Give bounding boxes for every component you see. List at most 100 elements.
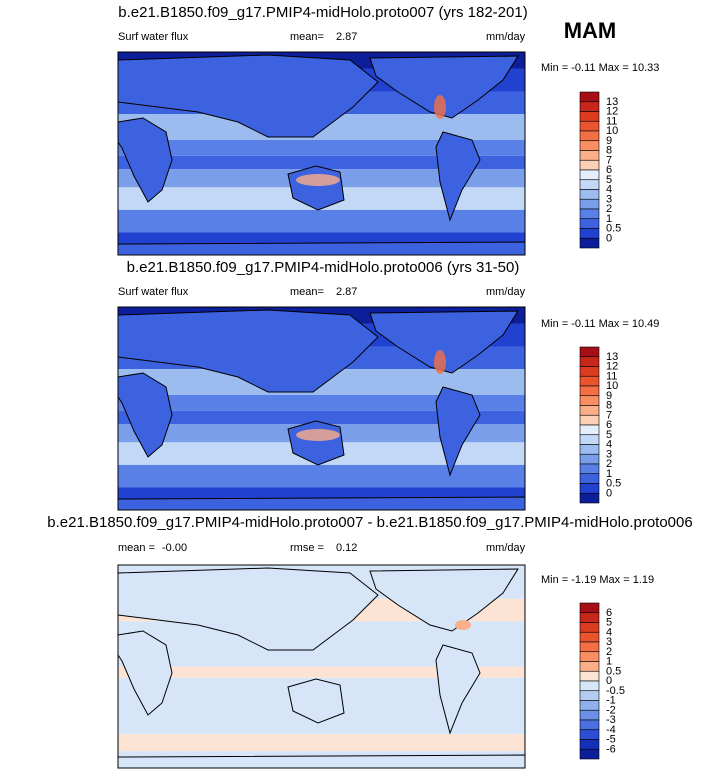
ocean-band	[118, 139, 525, 156]
map	[117, 564, 526, 769]
colorbar-label: 0	[606, 675, 612, 687]
colorbar-label: 0.5	[606, 223, 621, 235]
colorbar-label: 8	[606, 145, 612, 157]
units: mm/day	[486, 31, 526, 43]
ocean-band	[118, 209, 525, 233]
colorbar-label: 6	[606, 164, 612, 176]
colorbar-label: 12	[606, 361, 618, 373]
colorbar-box	[579, 463, 600, 475]
colorbar-label: 0	[606, 487, 612, 499]
colorbar-box	[579, 700, 600, 711]
colorbar-label: -2	[606, 704, 616, 716]
ocean-band	[118, 734, 525, 752]
stat-value: 2.87	[336, 286, 357, 298]
wet-spot	[434, 95, 446, 119]
colorbar-label: 2	[606, 458, 612, 470]
continent	[435, 644, 481, 735]
map	[117, 306, 526, 511]
colorbar-box	[579, 453, 600, 465]
wet-spot	[434, 350, 446, 374]
colorbar-box	[579, 218, 600, 229]
colorbar-box	[579, 395, 600, 406]
continent	[117, 630, 173, 716]
colorbar-box	[579, 424, 600, 436]
continent	[117, 754, 526, 769]
colorbar-label: 5	[606, 429, 612, 441]
colorbar-label: 9	[606, 390, 612, 402]
colorbar-box	[579, 622, 600, 633]
colorbar-box	[579, 208, 600, 220]
colorbar-box	[579, 189, 600, 200]
colorbar-label: 7	[606, 154, 612, 166]
continent	[117, 372, 173, 458]
colorbar-box	[579, 434, 600, 445]
colorbar-label: 4	[606, 439, 612, 451]
colorbar-label: 4	[606, 626, 612, 638]
colorbar-label: 0	[606, 232, 612, 244]
colorbar-box	[579, 346, 600, 358]
wet-spot	[296, 429, 340, 441]
continent	[117, 309, 379, 393]
colorbar-box	[579, 670, 600, 682]
units: mm/day	[486, 542, 526, 554]
colorbar-box	[579, 356, 600, 367]
continent	[369, 310, 519, 374]
continent	[369, 568, 519, 632]
colorbar-label: 10	[606, 380, 618, 392]
colorbar-label: -4	[606, 724, 616, 736]
colorbar-box	[579, 483, 600, 494]
colorbar-box	[579, 612, 600, 623]
ocean-band	[118, 464, 525, 488]
colorbar-box	[579, 150, 600, 161]
map-frame	[117, 306, 526, 511]
map-frame	[117, 51, 526, 256]
continent	[117, 567, 379, 651]
colorbar-box	[579, 237, 600, 249]
colorbar-box	[579, 473, 600, 484]
colorbar-box	[579, 729, 600, 740]
continent	[117, 496, 526, 511]
colorbar-box	[579, 130, 600, 142]
colorbar-box	[579, 405, 600, 416]
colorbar-label: 11	[606, 370, 617, 382]
colorbar-label: 8	[606, 400, 612, 412]
colorbar-box	[579, 366, 600, 377]
continent	[117, 117, 173, 203]
colorbar-box	[579, 111, 600, 122]
units: mm/day	[486, 286, 526, 298]
colorbar-box	[579, 492, 600, 504]
continent	[117, 241, 526, 256]
colorbar-box	[579, 120, 600, 132]
colorbar-box	[579, 91, 600, 103]
colorbar-box	[579, 602, 600, 614]
colorbar-box	[579, 385, 600, 397]
min-max: Min = -0.11 Max = 10.49	[541, 318, 659, 330]
colorbar-label: 13	[606, 96, 618, 108]
panel-title: b.e21.B1850.f09_g17.PMIP4-midHolo.proto0…	[127, 259, 520, 276]
stat-label: rmse =	[290, 542, 324, 554]
stat-value: 0.12	[336, 542, 357, 554]
colorbar-box	[579, 680, 600, 692]
colorbar-label: 13	[606, 351, 618, 363]
ocean-band	[118, 666, 525, 678]
continent	[435, 386, 481, 477]
colorbar-box	[579, 661, 600, 672]
continent	[435, 131, 481, 222]
colorbar-box	[579, 375, 600, 387]
colorbar-label: 3	[606, 636, 612, 648]
colorbar-box	[579, 101, 600, 112]
colorbar-label: -6	[606, 743, 616, 755]
colorbar-label: 6	[606, 607, 612, 619]
ocean-band	[118, 410, 525, 425]
colorbar-label: 1	[606, 656, 612, 668]
continent	[369, 55, 519, 119]
stat-label: mean=	[290, 286, 324, 298]
colorbar-label: 3	[606, 448, 612, 460]
colorbar-label: 1	[606, 468, 612, 480]
colorbar-label: 1	[606, 213, 612, 225]
colorbar-box	[579, 140, 600, 151]
colorbar-label: 4	[606, 184, 612, 196]
colorbar-box	[579, 631, 600, 643]
colorbar-box	[579, 709, 600, 721]
